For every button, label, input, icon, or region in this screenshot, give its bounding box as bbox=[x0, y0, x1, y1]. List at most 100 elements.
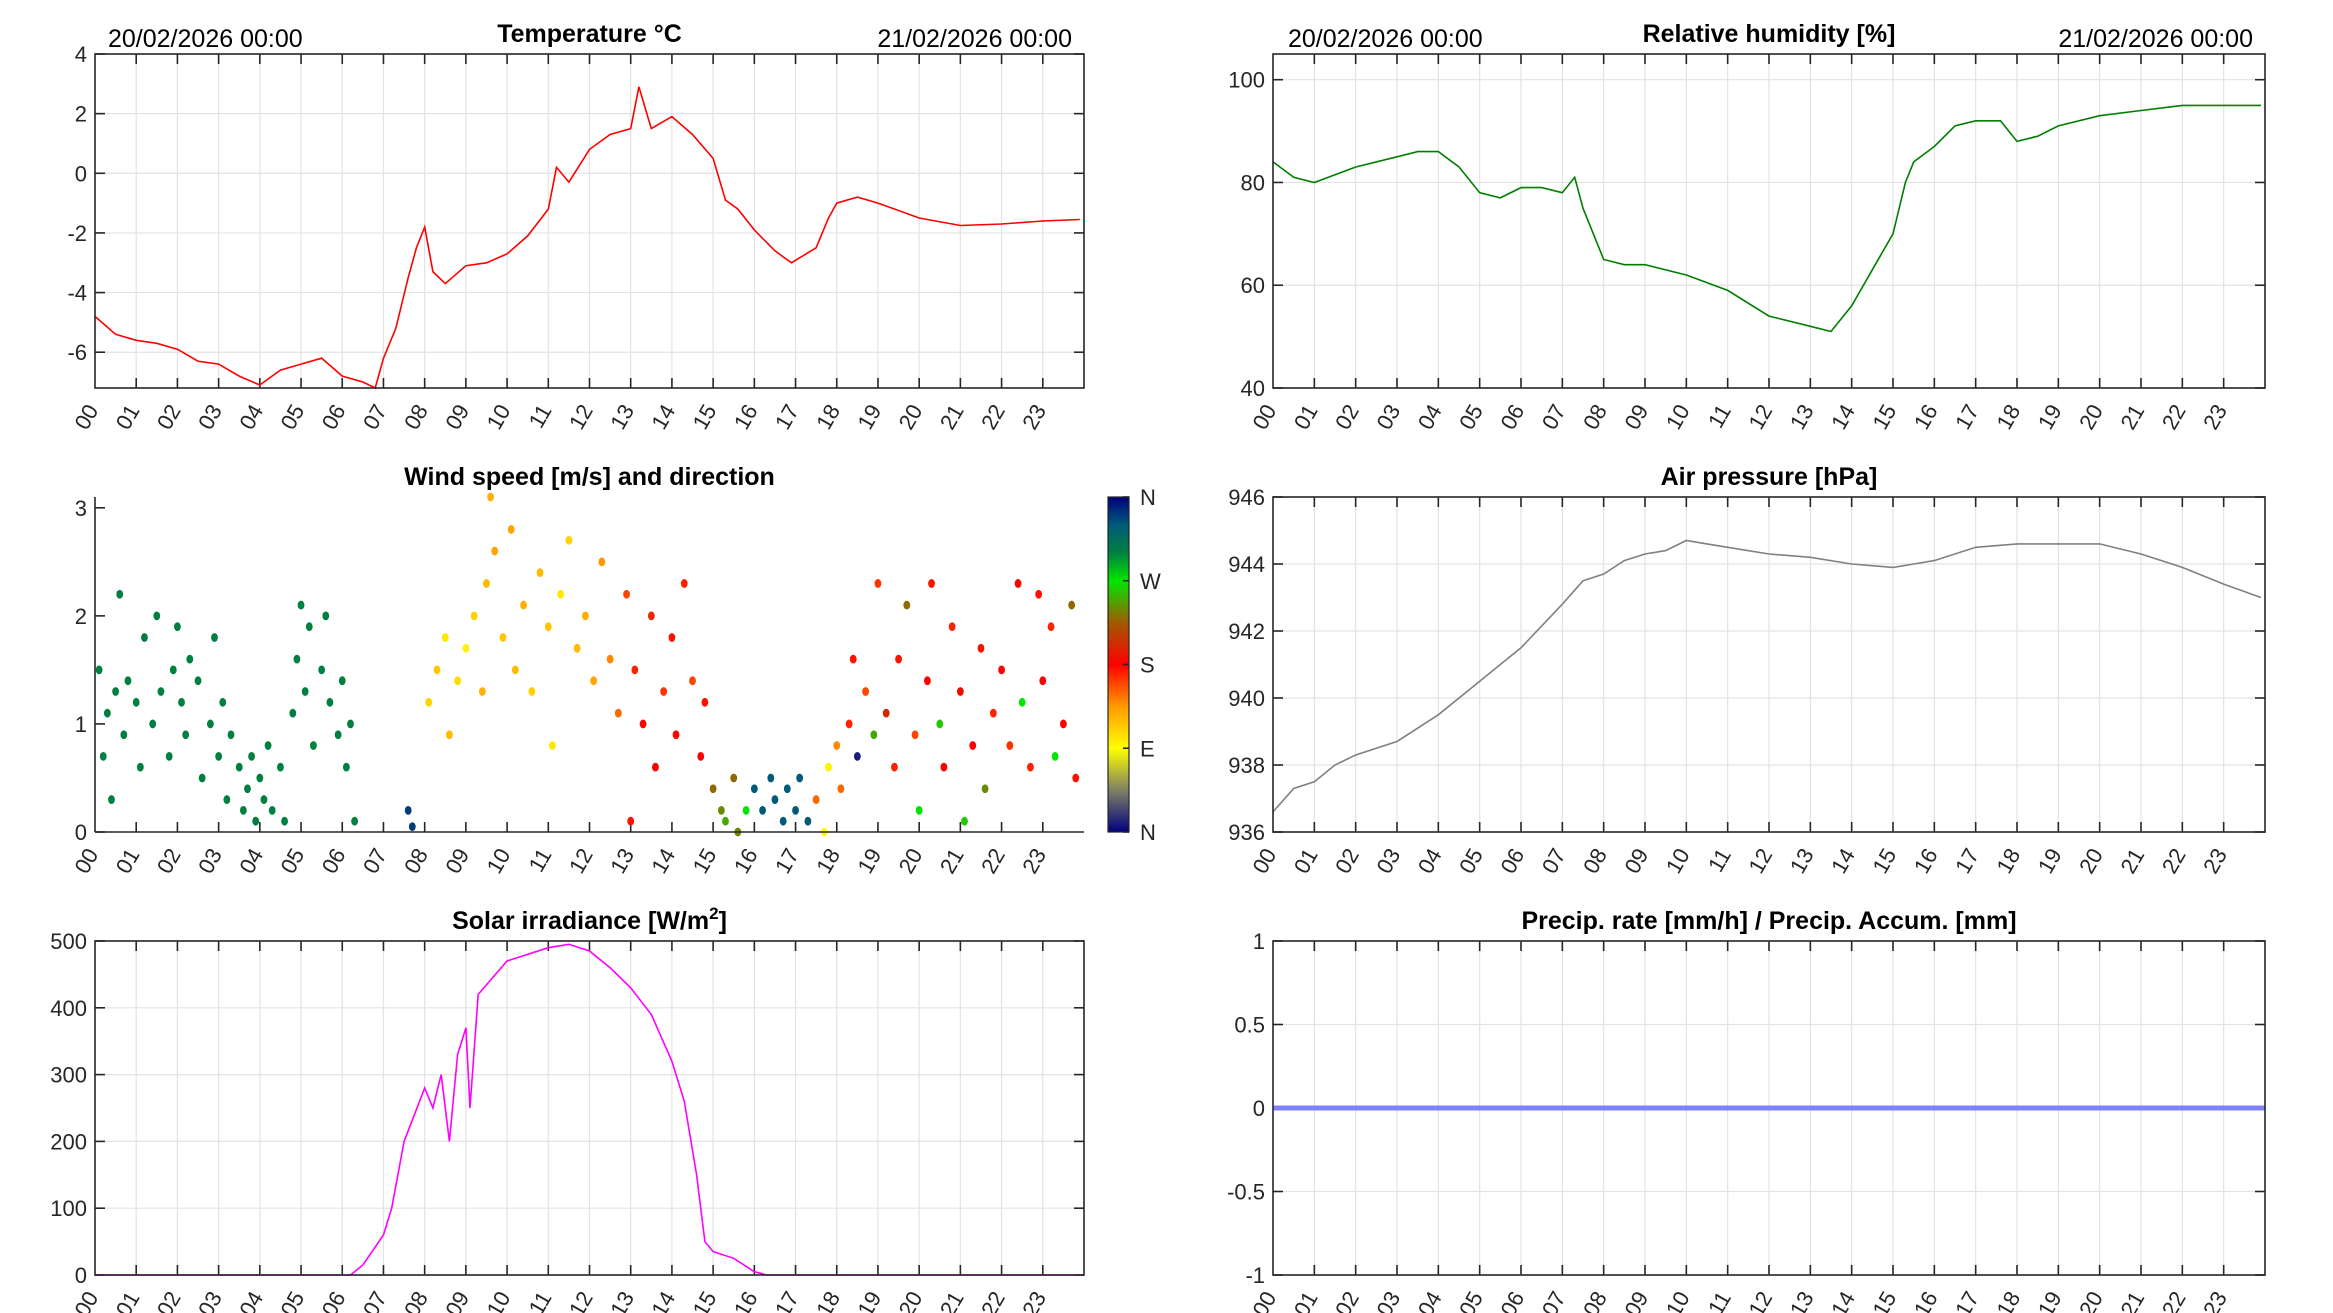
x-tick-label: 21 bbox=[2115, 1287, 2149, 1313]
x-tick-label: 04 bbox=[234, 844, 268, 878]
x-tick-label: 06 bbox=[1495, 844, 1529, 878]
pressure-title: Air pressure [hPa] bbox=[1661, 463, 1878, 491]
wind-point bbox=[483, 579, 490, 588]
wind-point bbox=[260, 795, 268, 804]
x-tick-label: 09 bbox=[1619, 1287, 1653, 1313]
y-tick-label: -0.5 bbox=[1227, 1180, 1265, 1205]
precip-chart: Precip. rate [mm/h] / Precip. Accum. [mm… bbox=[1227, 907, 2266, 1313]
title-text: Relative humidity [%] bbox=[1643, 20, 1896, 48]
x-tick-label: 08 bbox=[1578, 844, 1612, 878]
x-tick-label: 03 bbox=[1371, 844, 1405, 878]
wind-point bbox=[511, 665, 519, 675]
wind-point bbox=[614, 708, 622, 718]
wind-point bbox=[862, 687, 869, 696]
x-tick-label: 23 bbox=[2198, 400, 2232, 434]
y-tick-label: 2 bbox=[75, 604, 87, 629]
x-tick-label: 02 bbox=[1330, 1287, 1364, 1313]
y-tick-label: 60 bbox=[1241, 273, 1265, 298]
wind-point bbox=[235, 762, 243, 772]
x-tick-label: 00 bbox=[69, 1287, 103, 1313]
x-tick-label: 14 bbox=[1826, 400, 1860, 434]
x-tick-label: 18 bbox=[1991, 1287, 2025, 1313]
wind-point bbox=[223, 795, 231, 804]
wind-point bbox=[956, 687, 964, 696]
x-tick-label: 17 bbox=[770, 400, 804, 434]
wind-point bbox=[215, 751, 223, 761]
x-tick-label: 13 bbox=[1785, 1287, 1819, 1313]
colorbar-label: W bbox=[1140, 569, 1161, 594]
colorbar-label: E bbox=[1140, 736, 1155, 761]
x-tick-label: 17 bbox=[1950, 1287, 1984, 1313]
title-text: Temperature °C bbox=[497, 20, 682, 48]
wind-point bbox=[338, 676, 346, 686]
wind-point bbox=[351, 816, 359, 826]
x-tick-label: 07 bbox=[1537, 844, 1571, 878]
wind-point bbox=[149, 719, 157, 729]
x-tick-label: 10 bbox=[482, 1287, 516, 1313]
wind-point bbox=[1068, 600, 1076, 610]
wind-point bbox=[647, 611, 655, 621]
x-tick-label: 09 bbox=[440, 400, 474, 434]
y-tick-label: -1 bbox=[1245, 1263, 1265, 1288]
x-tick-label: 19 bbox=[852, 400, 886, 434]
wind-point bbox=[581, 611, 589, 621]
solar-axes-box bbox=[94, 940, 1085, 1276]
wind-point bbox=[722, 816, 729, 826]
wind-point bbox=[268, 805, 276, 815]
x-tick-label: 10 bbox=[482, 400, 516, 434]
wind-point bbox=[870, 730, 878, 740]
x-tick-label: 20 bbox=[2074, 844, 2108, 878]
x-tick-label: 02 bbox=[1330, 400, 1364, 434]
x-tick-label: 19 bbox=[2033, 1287, 2067, 1313]
x-tick-label: 20 bbox=[894, 1287, 928, 1313]
x-tick-label: 12 bbox=[1743, 1287, 1777, 1313]
wind-point bbox=[244, 784, 251, 794]
wind-point bbox=[783, 784, 791, 794]
wind-point bbox=[573, 643, 581, 653]
y-tick-label: 80 bbox=[1241, 170, 1265, 195]
x-tick-label: 20 bbox=[894, 400, 928, 434]
x-tick-label: 16 bbox=[729, 1287, 763, 1313]
precip-axes-box bbox=[1272, 940, 2266, 1276]
x-tick-label: 15 bbox=[688, 1287, 722, 1313]
y-tick-label: 0.5 bbox=[1234, 1013, 1265, 1038]
x-tick-label: 11 bbox=[524, 1287, 557, 1313]
wind-point bbox=[211, 633, 218, 642]
wind-point bbox=[528, 687, 536, 696]
x-tick-label: 02 bbox=[152, 844, 186, 878]
x-tick-label: 21 bbox=[935, 1287, 969, 1313]
x-tick-label: 00 bbox=[1247, 844, 1281, 878]
x-tick-label: 11 bbox=[524, 844, 557, 876]
wind-point bbox=[536, 568, 544, 578]
wind-point bbox=[767, 773, 775, 783]
x-tick-label: 16 bbox=[729, 400, 763, 434]
wind-point bbox=[730, 773, 738, 783]
y-tick-label: 942 bbox=[1228, 619, 1265, 644]
wind-point bbox=[264, 741, 272, 750]
x-tick-label: 11 bbox=[524, 400, 557, 432]
humidity-title: Relative humidity [%] bbox=[1643, 20, 1896, 48]
y-tick-label: 100 bbox=[50, 1196, 87, 1221]
wind-point bbox=[248, 751, 255, 761]
x-tick-label: 17 bbox=[1950, 400, 1984, 434]
y-tick-label: 200 bbox=[50, 1129, 87, 1154]
wind-point bbox=[549, 741, 556, 750]
wind-point bbox=[977, 643, 985, 653]
x-tick-label: 06 bbox=[317, 400, 351, 434]
x-tick-label: 16 bbox=[729, 844, 763, 878]
wind-point bbox=[499, 633, 507, 642]
wind-point bbox=[771, 795, 779, 804]
wind-point bbox=[281, 816, 288, 826]
x-tick-label: 22 bbox=[2157, 400, 2191, 434]
solar-chart: Solar irradiance [W/m2]01002003004005000… bbox=[50, 904, 1085, 1313]
x-tick-label: 17 bbox=[770, 844, 804, 878]
x-tick-label: 11 bbox=[1703, 844, 1736, 876]
wind-point bbox=[590, 676, 598, 686]
x-tick-label: 14 bbox=[646, 1287, 680, 1313]
wind-point bbox=[796, 773, 804, 783]
wind-point bbox=[470, 611, 478, 621]
y-tick-label: 944 bbox=[1228, 552, 1265, 577]
wind-point bbox=[141, 633, 148, 642]
wind-point bbox=[804, 816, 812, 826]
